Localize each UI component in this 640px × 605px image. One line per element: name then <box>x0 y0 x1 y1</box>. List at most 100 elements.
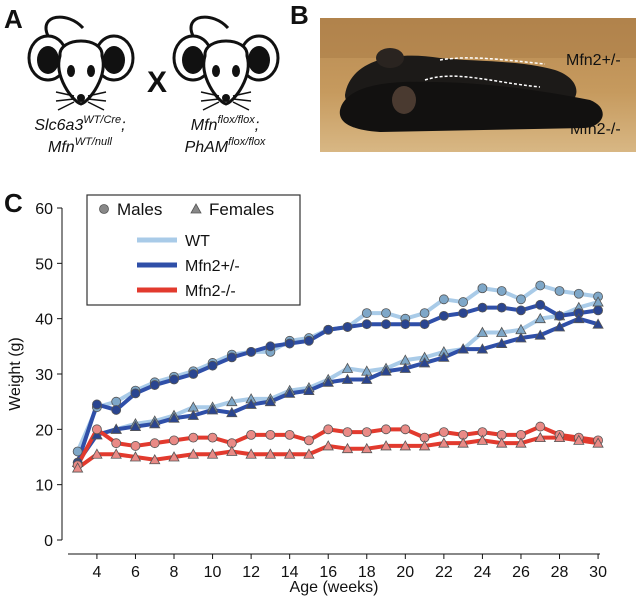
data-point <box>283 387 296 398</box>
data-point <box>264 448 277 459</box>
mouse-icon <box>172 15 280 112</box>
data-point <box>149 417 161 429</box>
series-line <box>76 435 599 470</box>
data-point <box>188 369 199 379</box>
photo-label: Mfn2+/- <box>566 52 621 69</box>
data-point <box>206 404 219 415</box>
legend-marker <box>99 204 109 214</box>
data-point <box>400 319 411 330</box>
data-point <box>341 442 354 454</box>
data-point <box>264 395 277 407</box>
data-point <box>399 440 411 451</box>
data-point <box>92 424 102 435</box>
data-point <box>554 310 565 321</box>
genotype-base: Mfn <box>191 117 218 134</box>
data-point <box>381 424 391 435</box>
data-point <box>477 283 488 294</box>
data-point <box>361 427 372 438</box>
data-point <box>476 343 489 354</box>
data-point <box>418 440 431 451</box>
y-axis-label: Weight (g) <box>7 337 24 411</box>
data-point <box>496 337 508 348</box>
data-point <box>342 427 353 438</box>
data-point <box>303 384 315 396</box>
data-point <box>111 396 122 407</box>
genotype-sup: flox/flox <box>228 136 266 148</box>
data-point <box>187 448 199 459</box>
data-point <box>169 374 179 385</box>
data-point <box>72 446 83 457</box>
data-point <box>553 321 566 332</box>
data-point <box>361 373 373 384</box>
data-point <box>129 420 142 431</box>
mouse-icon <box>27 15 135 112</box>
genotype-text: PhAMflox/flox <box>185 136 266 156</box>
data-point <box>341 362 354 373</box>
genotype-sup: flox/flox <box>217 114 255 126</box>
x-tick-label: 30 <box>589 564 607 581</box>
data-point <box>438 351 450 362</box>
genotype-text: Slc6a3WT/Cre; <box>34 114 125 134</box>
y-tick-label: 60 <box>35 201 53 218</box>
data-point <box>283 448 296 459</box>
data-point <box>515 437 527 448</box>
data-point <box>246 346 257 357</box>
data-point <box>554 286 565 296</box>
data-point <box>188 432 199 443</box>
data-point <box>71 462 84 473</box>
data-point <box>534 329 546 340</box>
data-point <box>149 438 160 449</box>
genotype-sup: WT/null <box>75 136 113 148</box>
genotype-base: Mfn <box>48 139 75 156</box>
data-point <box>496 302 507 313</box>
data-point <box>535 299 546 310</box>
x-tick-label: 6 <box>131 564 140 581</box>
series-line <box>75 424 599 467</box>
genotype-base: Slc6a3 <box>34 117 83 134</box>
data-point <box>496 326 508 337</box>
data-point <box>476 326 489 337</box>
data-point <box>593 305 603 316</box>
data-point <box>534 431 546 443</box>
x-tick-label: 26 <box>512 564 530 581</box>
data-point <box>91 429 103 440</box>
data-point <box>573 434 585 445</box>
data-point <box>418 357 431 368</box>
data-point <box>592 437 604 448</box>
data-point <box>149 453 161 465</box>
data-point <box>111 405 122 415</box>
cross-symbol: X <box>147 66 167 99</box>
data-point <box>516 294 526 305</box>
series-line <box>75 316 599 464</box>
y-tick-label: 50 <box>35 256 53 273</box>
data-point <box>206 448 219 459</box>
data-point <box>516 305 526 316</box>
y-tick-label: 10 <box>35 478 53 495</box>
data-point <box>438 437 450 448</box>
data-point <box>381 308 391 319</box>
x-tick-label: 24 <box>474 564 492 581</box>
data-point <box>226 352 237 363</box>
data-point <box>399 362 411 373</box>
data-point <box>535 421 546 432</box>
data-point <box>419 308 430 319</box>
data-point <box>322 440 334 451</box>
panel-label: A <box>4 4 23 34</box>
data-point <box>438 310 449 321</box>
data-point <box>110 448 122 459</box>
data-point <box>303 448 315 459</box>
data-point <box>226 395 238 407</box>
x-tick-label: 4 <box>92 564 101 581</box>
genotype-sup: WT/Cre <box>83 114 121 126</box>
y-tick-label: 40 <box>35 312 53 329</box>
data-point <box>226 406 238 418</box>
data-point <box>476 434 489 445</box>
x-tick-label: 8 <box>170 564 179 581</box>
data-point <box>92 399 102 410</box>
panel-label: B <box>290 0 309 30</box>
data-point <box>592 318 604 329</box>
data-point <box>535 280 546 291</box>
data-point <box>496 437 508 448</box>
data-point <box>169 435 179 446</box>
x-axis-label: Age (weeks) <box>290 579 379 596</box>
